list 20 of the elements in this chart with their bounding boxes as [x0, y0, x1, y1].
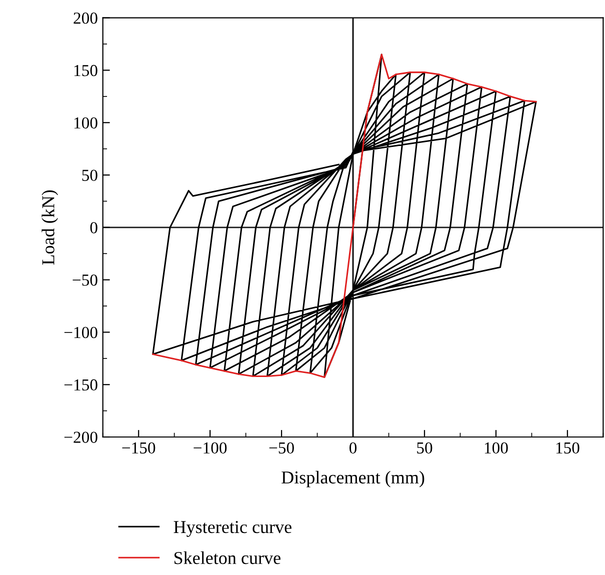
- y-tick-label: 200: [74, 12, 98, 24]
- y-tick-label: 0: [90, 222, 98, 234]
- x-tick-label: 150: [556, 442, 580, 454]
- legend-label: Skeleton curve: [174, 551, 280, 564]
- x-tick-label: −100: [194, 442, 227, 454]
- x-tick-label: −50: [269, 442, 294, 454]
- y-tick-label: 100: [74, 117, 98, 129]
- y-tick-label: −100: [64, 326, 98, 338]
- y-tick-label: −200: [64, 432, 98, 443]
- x-axis-title: Displacement (mm): [282, 470, 424, 488]
- legend-label: Hysteretic curve: [174, 521, 292, 537]
- x-tick-label: 0: [349, 442, 357, 454]
- x-tick-label: −150: [122, 442, 156, 454]
- x-tick-label: 50: [417, 442, 432, 454]
- y-tick-label: 50: [82, 170, 98, 181]
- y-tick-label: −150: [64, 379, 98, 391]
- y-tick-label: 150: [74, 64, 98, 76]
- y-tick-label: −50: [72, 274, 98, 286]
- y-axis-title: Load (kN): [42, 190, 58, 265]
- x-tick-label: 100: [484, 442, 508, 454]
